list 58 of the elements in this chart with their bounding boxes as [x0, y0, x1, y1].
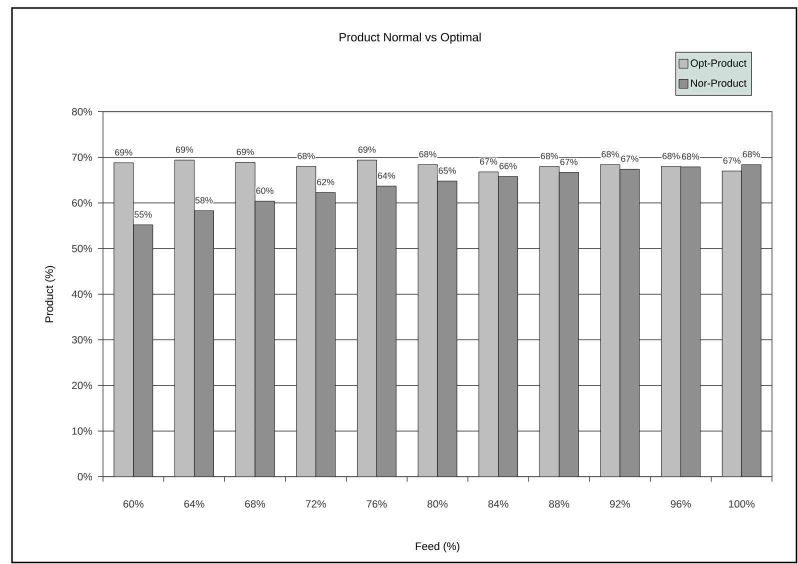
y-tick-label: 10%	[72, 427, 92, 435]
bar	[600, 164, 620, 477]
data-label: 67%	[560, 158, 578, 166]
legend-label: Opt-Product	[690, 59, 747, 69]
data-label: 69%	[176, 146, 194, 153]
data-label: 64%	[378, 172, 396, 179]
y-tick-label: 60%	[72, 199, 92, 207]
data-label: 55%	[134, 211, 152, 218]
data-label: 68%	[662, 152, 680, 160]
legend-label: Nor-Product	[691, 79, 747, 87]
data-label: 68%	[298, 152, 315, 160]
x-tick-label: 100%	[729, 500, 755, 508]
x-tick-label: 88%	[549, 500, 570, 508]
data-label: 68%	[540, 152, 558, 160]
x-tick-label: 92%	[610, 500, 630, 508]
y-tick-label: 0%	[78, 473, 92, 480]
bar	[661, 166, 682, 477]
data-label: 60%	[256, 188, 274, 194]
data-label: 68%	[602, 151, 619, 158]
data-label: 67%	[723, 157, 741, 164]
x-tick-label: 84%	[488, 500, 508, 508]
data-label: 58%	[195, 197, 213, 204]
data-label: 62%	[317, 178, 334, 186]
chart-title: Product Normal vs Optimal	[340, 32, 481, 44]
bar	[356, 160, 377, 477]
x-tick-label: 72%	[306, 500, 326, 508]
data-label: 69%	[236, 148, 254, 156]
x-tick-label: 68%	[245, 500, 266, 508]
data-label: 67%	[480, 158, 498, 165]
data-label: 67%	[621, 156, 638, 162]
bar	[296, 166, 316, 477]
y-tick-label: 40%	[72, 290, 92, 298]
y-tick-label: 30%	[72, 336, 92, 344]
y-axis-title: Product (%)	[45, 266, 56, 322]
bar	[539, 166, 560, 477]
data-label: 69%	[358, 146, 376, 153]
data-label: 66%	[500, 162, 517, 170]
data-label: 68%	[682, 153, 700, 160]
bar	[174, 160, 194, 477]
x-tick-label: 80%	[427, 500, 448, 508]
data-label: 65%	[438, 167, 456, 174]
x-tick-label: 96%	[670, 500, 691, 508]
data-label: 69%	[115, 149, 132, 156]
y-tick-label: 50%	[72, 244, 92, 252]
y-tick-label: 70%	[72, 154, 92, 162]
x-tick-label: 76%	[366, 500, 387, 508]
bar	[235, 162, 256, 477]
data-label: 68%	[742, 151, 760, 158]
bar	[722, 170, 742, 477]
x-tick-label: 64%	[184, 500, 204, 508]
y-tick-label: 20%	[72, 382, 92, 390]
bar	[478, 172, 499, 477]
bar	[114, 162, 134, 477]
x-axis-title: Feed (%)	[416, 542, 460, 552]
y-tick-label: 80%	[72, 108, 92, 116]
data-label: 68%	[419, 151, 436, 158]
bar	[418, 164, 438, 477]
x-tick-label: 60%	[123, 500, 144, 508]
